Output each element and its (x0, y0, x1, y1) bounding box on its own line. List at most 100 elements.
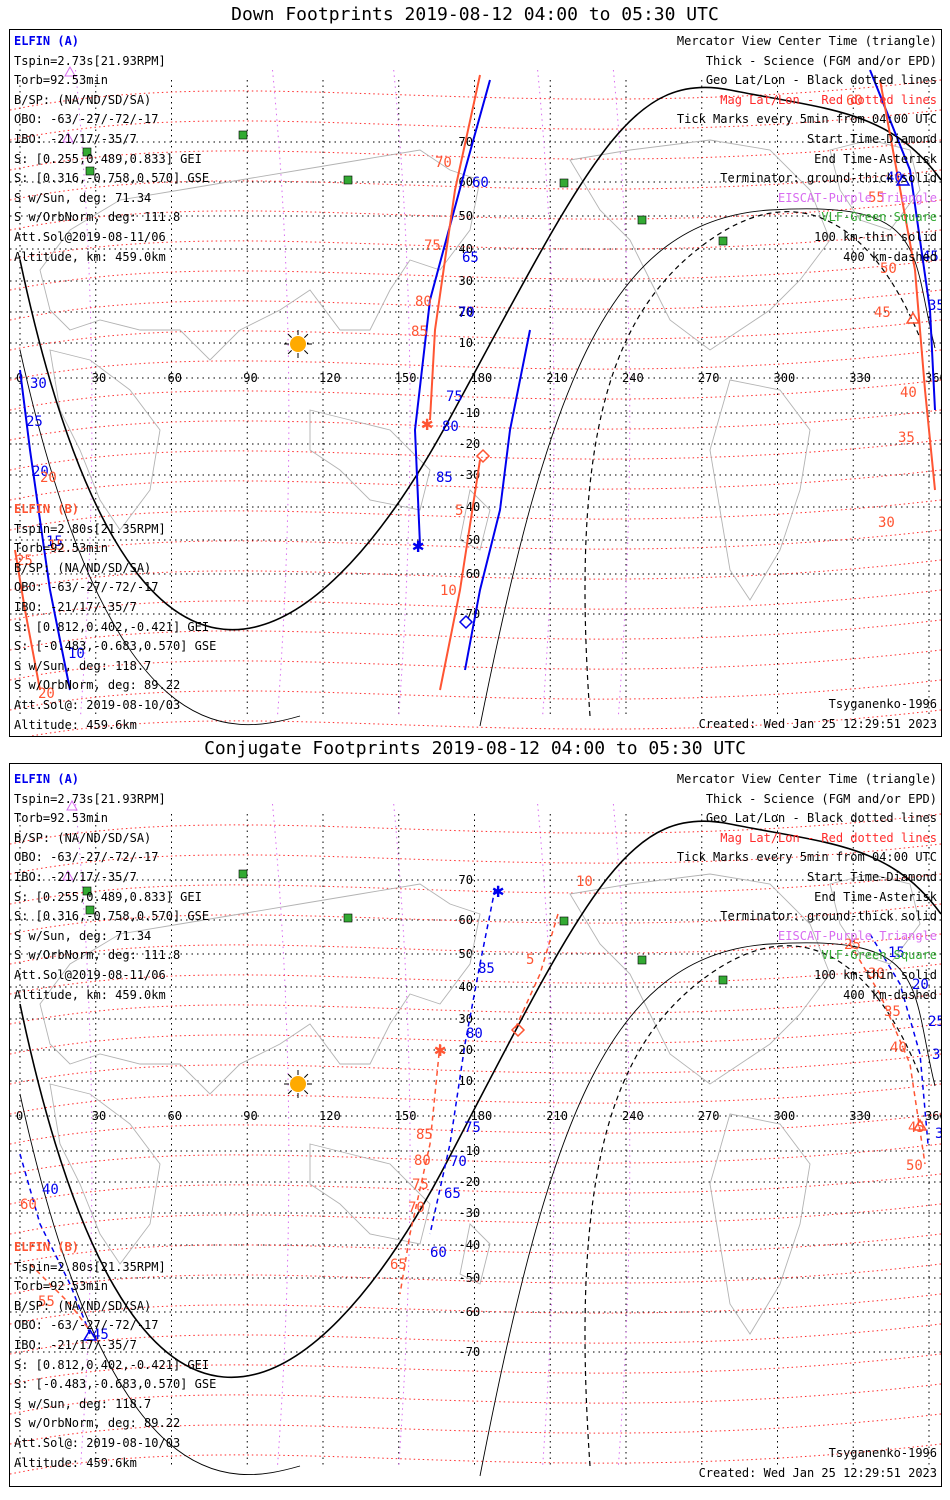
elfin-b-tick-label: 5 (526, 952, 534, 968)
eiscat-marker (64, 65, 76, 77)
info-line: Tspin=2.80s[21.35RPM] (14, 521, 166, 536)
elfin-b-tick-label: 45 (908, 1120, 925, 1136)
elfin-b-tick-label: 20 (38, 686, 55, 702)
elfin-a-info: ELFIN (A) Tspin=2.73s[21.93RPM] Torb=92.… (14, 770, 209, 1005)
info-line: Att.Sol@: 2019-08-10/03 (14, 1435, 181, 1450)
eiscat-meridian (75, 803, 93, 1467)
elfin-a-tick-label: 25 (26, 414, 43, 430)
info-line: S: [0.316,-0.758,0.570] GSE (14, 171, 210, 186)
elfin-a-tick-label: 85 (478, 961, 495, 977)
elfin-a-tick-label: 35 (928, 298, 941, 314)
maglat-line (10, 1053, 941, 1085)
lon-tick-label: 330 (849, 1109, 871, 1123)
info-line: B/SP: (NA/ND/SD/SA) (14, 830, 152, 845)
elfin-a-track (429, 888, 496, 1235)
model-label: Tsyganenko-1996 (828, 697, 937, 711)
elfin-a-tick-label: 25 (928, 1014, 941, 1030)
footer-right: Tsyganenko-1996 Created: Wed Jan 25 12:2… (699, 1444, 937, 1483)
elfin-a-tick-label: 60 (430, 1245, 447, 1261)
elfin-a-track (869, 933, 929, 1145)
sun-ray (287, 1090, 292, 1095)
info-line: B/SP: (NA/ND/SD/SA) (14, 92, 152, 107)
vlf-station-marker (343, 913, 353, 923)
elfin-b-track (514, 913, 559, 1030)
elfin-a-tick-label: 30 (30, 376, 47, 392)
lat-tick-label: 50 (459, 947, 473, 961)
lon-tick-label: 0 (16, 1109, 23, 1123)
elfin-b-track (879, 79, 936, 491)
coastline (49, 349, 161, 531)
info-line: B/SP: (NA/ND/SD/SA) (14, 560, 152, 575)
legend-line: Terminator: ground-thick solid (720, 909, 937, 924)
sun-icon (290, 336, 306, 352)
lon-tick-label: 180 (471, 1109, 493, 1123)
elfin-b-tick-label: 70 (435, 155, 452, 171)
lat-tick-label: 40 (459, 980, 473, 994)
elfin-a-track (19, 369, 71, 691)
elfin-b-tick-label: 80 (414, 1153, 431, 1169)
sun-ray (304, 350, 309, 355)
info-line: Torb=92.53min (14, 811, 108, 826)
lon-tick-label: 120 (319, 371, 341, 385)
elfin-b-header: ELFIN (B) (14, 1240, 80, 1254)
elfin-b-info: ELFIN (B) Tspin=2.80s[21.35RPM] Torb=92.… (14, 1238, 216, 1473)
info-line: S: [0.255,0.489,0.833] GEI (14, 151, 202, 166)
legend-line: EISCAT-Purple Triangle (778, 190, 937, 205)
elfin-b-tick-label: 80 (415, 294, 432, 310)
info-line: S w/Sun, deg: 71.34 (14, 190, 152, 205)
lon-tick-label: 330 (849, 371, 871, 385)
eiscat-meridian (75, 69, 93, 717)
terminator-100km (19, 349, 301, 726)
start-time-diamond (510, 1022, 526, 1038)
legend-line: Geo Lat/Lon - Black dotted lines (705, 811, 937, 826)
elfin-b-tick-label: 45 (874, 305, 891, 321)
lat-tick-label: 20 (459, 305, 473, 319)
elfin-a-tick-label: 70 (458, 305, 475, 321)
maglat-line (10, 319, 941, 351)
legend-line: 100 km-thin solid (814, 229, 937, 244)
elfin-b-tick-label: 75 (424, 238, 441, 254)
elfin-a-header: ELFIN (A) (14, 34, 80, 48)
info-line: S: [0.316,-0.758,0.570] GSE (14, 909, 210, 924)
coastline (39, 883, 481, 1095)
lon-tick-label: 240 (622, 1109, 644, 1123)
vlf-station-marker (82, 886, 92, 896)
lon-tick-label: 300 (774, 1109, 796, 1123)
start-time-diamond (475, 448, 491, 464)
elfin-a-tick-label: 35 (935, 1126, 941, 1142)
legend-line: Tick Marks every 5min from 04:00 UTC (676, 850, 937, 865)
vlf-station-marker (238, 869, 248, 879)
vlf-station-marker (85, 166, 95, 176)
elfin-b-tick-label: 10 (576, 874, 593, 890)
elfin-b-tick-label: 55 (38, 1294, 55, 1310)
elfin-a-track (869, 69, 936, 411)
elfin-a-tick-label: 70 (450, 1154, 467, 1170)
elfin-a-tick-label: 65 (462, 250, 479, 266)
lat-tick-label: -10 (459, 1144, 481, 1158)
center-time-triangle (912, 1118, 928, 1131)
elfin-b-header: ELFIN (B) (14, 502, 80, 516)
terminator-ground (19, 86, 941, 631)
maglat-line (10, 289, 941, 321)
vlf-station-marker (718, 236, 728, 246)
vlf-station-marker (718, 975, 728, 985)
vlf-station-marker (637, 955, 647, 965)
legend-line: 100 km-thin solid (814, 967, 937, 982)
legend-line: Mercator View Center Time (triangle) (676, 34, 937, 48)
elfin-b-tick-label: 85 (416, 1127, 433, 1143)
info-line: IBO: -21/17/-35/7 (14, 599, 137, 614)
end-time-asterisk: ✱ (412, 533, 424, 557)
legend-line: Thick - Science (FGM and/or EPD) (705, 791, 937, 806)
eiscat-marker (62, 869, 74, 881)
panel-title: Conjugate Footprints 2019-08-12 04:00 to… (204, 738, 746, 759)
legend-line: 400 km-dashed (843, 249, 937, 264)
elfin-b-tick-label: 15 (48, 538, 65, 554)
coastline (459, 1223, 491, 1285)
elfin-b-tick-label: 60 (20, 1197, 37, 1213)
eiscat-meridian (393, 69, 411, 717)
elfin-a-tick-label: 20 (912, 977, 929, 993)
legend-line: End Time-Asterisk (814, 151, 937, 166)
elfin-a-tick-label: 45 (922, 249, 939, 265)
vlf-station-marker (238, 130, 248, 140)
legend-line: End Time-Asterisk (814, 889, 937, 904)
